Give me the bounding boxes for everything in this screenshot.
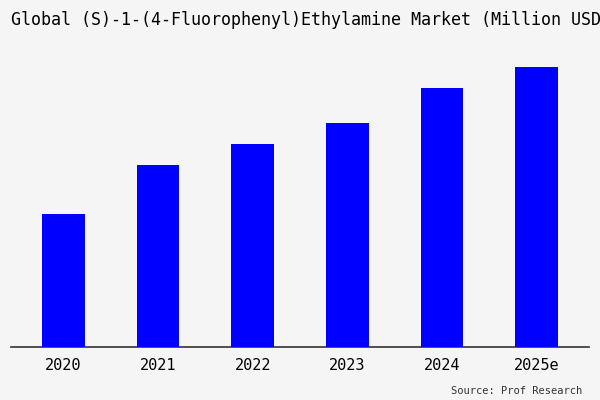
Bar xyxy=(421,88,463,348)
Text: Global (S)-1-(4-Fluorophenyl)Ethylamine Market (Million USD): Global (S)-1-(4-Fluorophenyl)Ethylamine … xyxy=(11,11,600,29)
Bar xyxy=(232,144,274,348)
Bar xyxy=(137,165,179,348)
Text: Source: Prof Research: Source: Prof Research xyxy=(451,386,582,396)
Bar xyxy=(515,67,558,348)
Bar xyxy=(42,214,85,348)
Bar xyxy=(326,123,368,348)
